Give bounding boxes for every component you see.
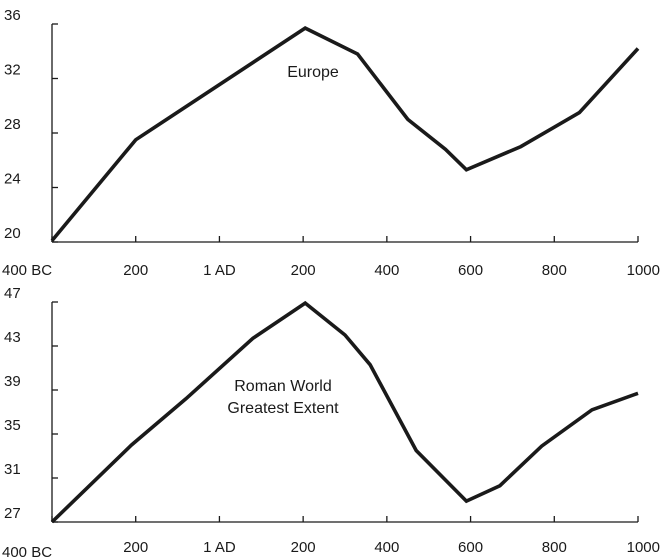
roman-world-x-tick-label: 400 BC xyxy=(2,544,52,558)
europe-y-tick-label: 32 xyxy=(4,62,21,79)
roman-world-x-tick-label: 200 xyxy=(291,539,316,556)
europe-x-tick-label: 200 xyxy=(291,262,316,279)
roman-world-x-tick-label: 1 AD xyxy=(203,539,236,556)
europe-y-tick-label: 28 xyxy=(4,116,21,133)
europe-x-tick-label: 400 BC xyxy=(2,262,52,279)
roman-world-chart: 27 31 35 39 43 47 400 BC 200 1 AD 200 400 600 800 100… xyxy=(2,285,660,558)
europe-x-tick-label: 600 xyxy=(458,262,483,279)
roman-world-y-tick-label: 39 xyxy=(4,373,21,390)
europe-series-line xyxy=(50,26,640,242)
roman-world-series-line xyxy=(50,300,639,524)
europe-y-tick-label: 20 xyxy=(4,225,21,242)
roman-world-x-tick-label: 200 xyxy=(123,539,148,556)
europe-x-tick-label: 200 xyxy=(123,262,148,279)
europe-series-label: Europe xyxy=(287,64,339,81)
roman-world-x-tick-label: 600 xyxy=(458,539,483,556)
europe-x-tick-label: 1000 xyxy=(627,262,660,279)
roman-world-y-tick-label: 47 xyxy=(4,285,21,302)
roman-world-series-label: Greatest Extent xyxy=(227,400,339,417)
roman-world-y-tick-label: 43 xyxy=(4,329,21,346)
roman-world-y-tick-label: 27 xyxy=(4,505,21,522)
europe-x-tick-label: 400 xyxy=(374,262,399,279)
europe-y-tick-label: 24 xyxy=(4,171,21,188)
roman-world-y-tick-label: 31 xyxy=(4,461,21,478)
roman-world-x-tick-label: 800 xyxy=(542,539,567,556)
europe-chart: 20 24 28 32 36 400 BC 200 1 AD 200 400 600 800 1000 E… xyxy=(2,7,660,279)
roman-world-x-tick-label: 1000 xyxy=(627,539,660,556)
roman-world-y-tick-label: 35 xyxy=(4,417,21,434)
europe-y-tick-label: 36 xyxy=(4,7,21,24)
europe-x-tick-label: 1 AD xyxy=(203,262,236,279)
roman-world-x-tick-label: 400 xyxy=(374,539,399,556)
roman-world-series-label: Roman World xyxy=(234,378,332,395)
europe-x-tick-label: 800 xyxy=(542,262,567,279)
